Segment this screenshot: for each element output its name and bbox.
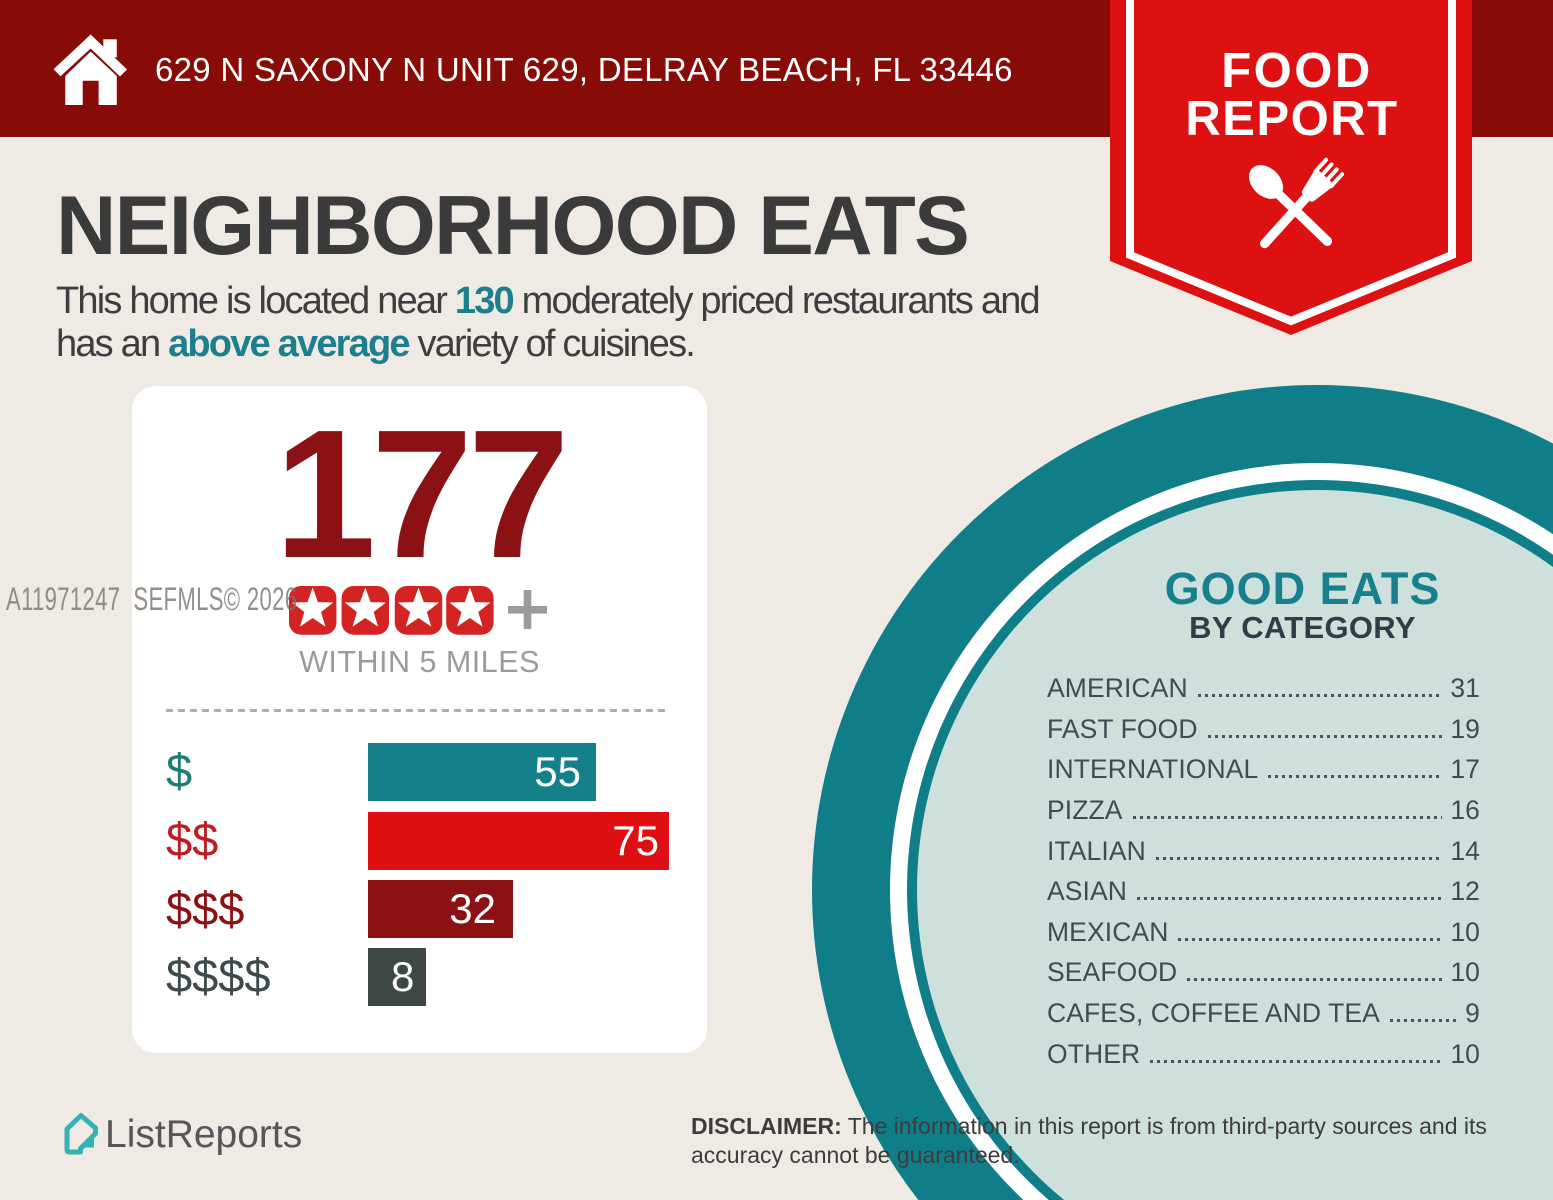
svg-text:FOOD: FOOD bbox=[1221, 44, 1373, 98]
svg-text:REPORT: REPORT bbox=[1185, 92, 1398, 146]
